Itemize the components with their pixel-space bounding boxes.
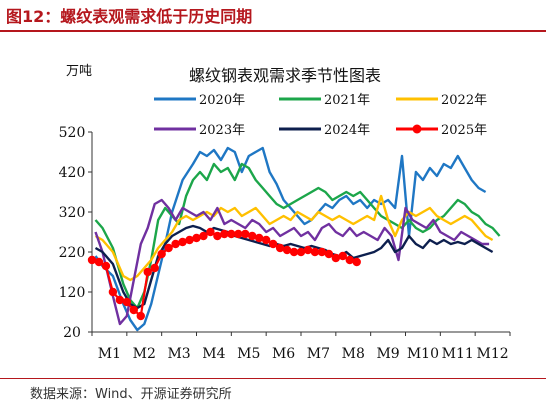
y-tick-label: 20 xyxy=(63,325,81,341)
series-point-5 xyxy=(206,227,215,237)
series-point-5 xyxy=(199,231,208,241)
series-point-5 xyxy=(185,235,194,245)
series-point-5 xyxy=(331,253,341,263)
legend-label: 2023年 xyxy=(199,123,245,138)
series-point-5 xyxy=(338,251,347,261)
series-point-5 xyxy=(178,237,187,247)
series-line-4 xyxy=(94,224,494,310)
series-point-5 xyxy=(108,287,118,297)
series-point-5 xyxy=(282,245,292,255)
series-point-5 xyxy=(248,231,257,241)
figure-title: 图12：螺纹表观需求低于历史同期 xyxy=(6,7,253,26)
series-point-5 xyxy=(345,255,354,265)
series-point-5 xyxy=(115,295,125,305)
series-point-5 xyxy=(324,249,334,259)
series-point-5 xyxy=(317,247,327,257)
legend: 2020年 2021年 2022年 2023年 2024年 2025年 xyxy=(154,93,487,138)
y-tick-label: 420 xyxy=(59,165,86,181)
x-tick-label: M5 xyxy=(237,346,260,362)
x-tick-label: M8 xyxy=(342,346,365,362)
y-axis-ticks: 20 120 220 320 420 520 xyxy=(59,125,92,341)
y-tick-label: 220 xyxy=(59,245,86,261)
series-point-5 xyxy=(157,249,166,259)
series-point-5 xyxy=(268,239,278,249)
series-point-5 xyxy=(87,255,97,265)
x-tick-label: M10 xyxy=(407,346,439,362)
series-point-5 xyxy=(310,247,320,257)
legend-marker xyxy=(412,124,422,134)
x-tick-label: M2 xyxy=(133,346,156,362)
series-point-5 xyxy=(129,305,138,315)
series-line-3 xyxy=(94,198,490,326)
series-point-5 xyxy=(227,229,236,239)
x-tick-label: M3 xyxy=(167,346,190,362)
x-tick-label: M1 xyxy=(98,346,121,362)
series-point-5 xyxy=(136,311,145,321)
x-axis-ticks: M1 M2 M3 M4 M5 M6 M7 M8 M9 M10 M11 M12 xyxy=(91,332,511,362)
series-line-2 xyxy=(94,194,494,282)
series-point-5 xyxy=(122,297,132,307)
y-tick-label: 520 xyxy=(59,125,86,141)
unit-label: 万吨 xyxy=(66,64,92,79)
x-tick-label: M7 xyxy=(307,346,330,362)
series-point-5 xyxy=(234,229,243,239)
seasonal-demand-chart: 螺纹钢表观需求季节性图表 万吨 2020年 2021年 2022年 2023年 2024… xyxy=(59,64,511,362)
series-point-5 xyxy=(296,247,306,257)
x-tick-label: M9 xyxy=(376,346,399,362)
series-point-5 xyxy=(255,233,264,243)
legend-label: 2024年 xyxy=(324,123,370,138)
legend-label: 2025年 xyxy=(441,123,487,138)
legend-label: 2022年 xyxy=(441,93,487,108)
x-tick-label: M6 xyxy=(272,346,295,362)
series-point-5 xyxy=(101,261,111,271)
series-point-5 xyxy=(303,245,313,255)
series-point-5 xyxy=(289,247,299,257)
series-point-5 xyxy=(241,229,250,239)
title-rule xyxy=(0,30,546,32)
series-point-5 xyxy=(150,263,159,273)
series-point-5 xyxy=(94,257,104,267)
series-point-5 xyxy=(213,231,222,241)
chart-title: 螺纹钢表观需求季节性图表 xyxy=(189,66,381,85)
series-line-0 xyxy=(94,146,487,332)
series-point-5 xyxy=(275,243,285,253)
y-tick-label: 120 xyxy=(59,285,86,301)
y-tick-label: 320 xyxy=(59,205,86,221)
plot-area xyxy=(87,146,501,332)
series-point-5 xyxy=(143,267,152,277)
series-point-5 xyxy=(261,235,271,245)
series-point-5 xyxy=(192,233,201,243)
series-point-5 xyxy=(352,257,361,267)
x-tick-label: M4 xyxy=(202,346,225,362)
x-tick-label: M11 xyxy=(442,346,474,362)
series-point-5 xyxy=(164,243,173,253)
series-point-5 xyxy=(220,229,229,239)
source-rule xyxy=(0,378,546,379)
series-point-5 xyxy=(171,239,180,249)
x-tick-label: M12 xyxy=(477,346,509,362)
legend-label: 2021年 xyxy=(324,93,370,108)
series-line-1 xyxy=(94,162,501,310)
legend-label: 2020年 xyxy=(199,93,245,108)
source-note: 数据来源：Wind、开源证券研究所 xyxy=(30,387,232,402)
